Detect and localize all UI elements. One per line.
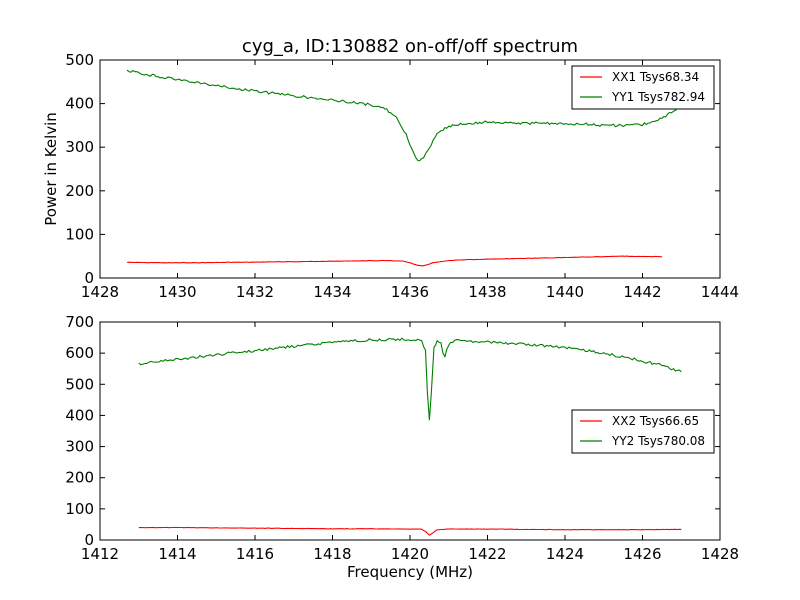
y-tick-label: 100: [65, 225, 94, 243]
x-tick-label: 1428: [701, 545, 739, 563]
y-tick-label: 0: [84, 269, 94, 287]
y-tick-label: 0: [84, 531, 94, 549]
chart-title: cyg_a, ID:130882 on-off/off spectrum: [242, 36, 578, 57]
y-axis-label: Power in Kelvin: [42, 112, 60, 226]
y-tick-label: 400: [65, 406, 94, 424]
y-tick-label: 200: [65, 182, 94, 200]
x-tick-label: 1418: [313, 545, 351, 563]
legend-label: XX1 Tsys68.34: [612, 70, 699, 84]
series-line-xx1: [127, 255, 662, 267]
y-tick-label: 500: [65, 51, 94, 69]
x-tick-label: 1442: [623, 283, 661, 301]
x-tick-label: 1444: [701, 283, 739, 301]
x-tick-label: 1434: [313, 283, 351, 301]
x-tick-label: 1420: [391, 545, 429, 563]
x-tick-label: 1416: [236, 545, 274, 563]
legend-label: YY2 Tsys780.08: [611, 434, 705, 448]
x-axis-label: Frequency (MHz): [347, 563, 473, 581]
y-tick-label: 300: [65, 138, 94, 156]
series-line-xx2: [138, 526, 682, 536]
top-panel: 1428 1430 1432 1434 1436 1438 1440 1442 1444 0 100…: [42, 51, 739, 301]
legend-label: XX2 Tsys66.65: [612, 414, 699, 428]
series-line-yy1: [126, 69, 678, 162]
y-tick-label: 600: [65, 344, 94, 362]
y-tick-label: 100: [65, 500, 94, 518]
legend-box: [571, 409, 715, 454]
x-tick-label: 1422: [468, 545, 506, 563]
x-tick-label: 1432: [236, 283, 274, 301]
x-tick-label: 1436: [391, 283, 429, 301]
x-tick-label: 1428: [81, 283, 119, 301]
legend-label: YY1 Tsys782.94: [611, 90, 705, 104]
legend-box: [571, 65, 715, 110]
y-tick-label: 700: [65, 313, 94, 331]
series-line-yy2: [138, 337, 682, 421]
x-tick-label: 1424: [546, 545, 584, 563]
x-tick-label: 1438: [468, 283, 506, 301]
bottom-panel: 1412 1414 1416 1418 1420 1422 1424 1426 1428 0 100…: [65, 313, 739, 581]
x-tick-label: 1426: [623, 545, 661, 563]
y-tick-label: 500: [65, 375, 94, 393]
y-tick-label: 300: [65, 438, 94, 456]
y-tick-label: 200: [65, 469, 94, 487]
x-tick-label: 1440: [546, 283, 584, 301]
x-tick-label: 1414: [158, 545, 196, 563]
x-tick-label: 1412: [81, 545, 119, 563]
y-tick-label: 400: [65, 95, 94, 113]
x-tick-label: 1430: [158, 283, 196, 301]
